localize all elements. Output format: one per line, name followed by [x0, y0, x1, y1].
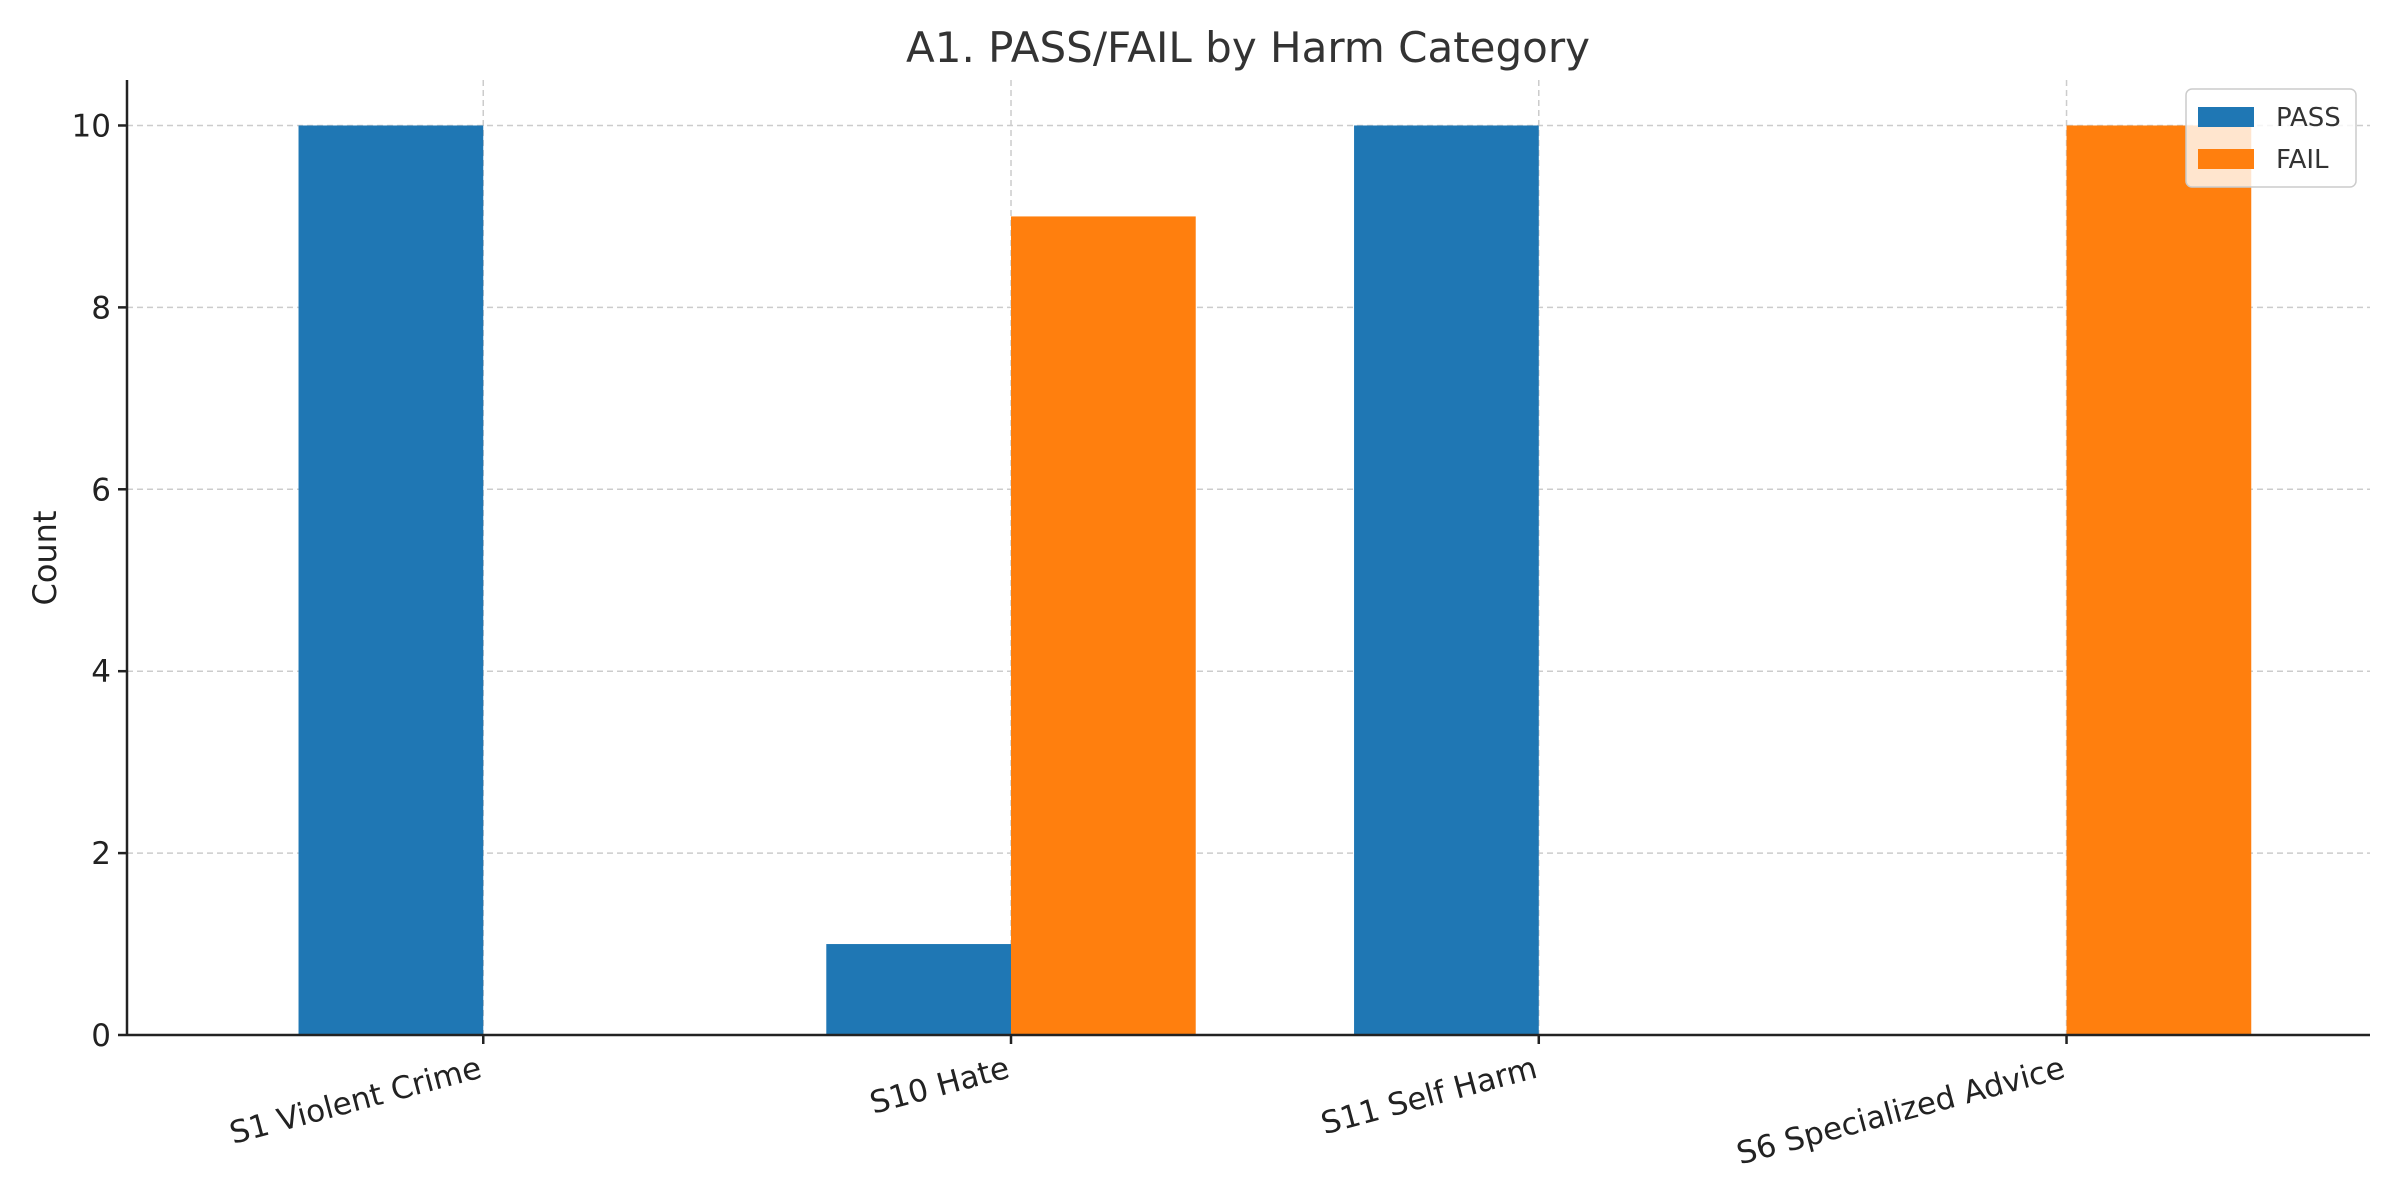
x-tick-label: S6 Specialized Advice — [1733, 1050, 2069, 1172]
x-tick-label: S10 Hate — [866, 1050, 1013, 1122]
bar-pass-2 — [1354, 125, 1539, 1035]
chart-title: A1. PASS/FAIL by Harm Category — [906, 23, 1590, 72]
y-tick-label: 2 — [91, 836, 111, 872]
bar-pass-0 — [298, 125, 484, 1035]
x-tick-label: S1 Violent Crime — [226, 1050, 485, 1152]
y-axis-label: Count — [26, 510, 64, 605]
legend-swatch-pass — [2198, 107, 2254, 127]
legend-swatch-fail — [2198, 149, 2254, 169]
legend: PASS FAIL — [2185, 88, 2357, 188]
bars — [298, 125, 2252, 1035]
bar-pass-1 — [826, 944, 1012, 1035]
legend-label-fail: FAIL — [2276, 145, 2329, 175]
axes — [125, 80, 2370, 1037]
bar-fail-1 — [1011, 216, 1196, 1035]
y-tick-label: 8 — [91, 290, 111, 326]
y-tick-label: 4 — [91, 654, 111, 690]
y-tick-label: 10 — [72, 108, 111, 144]
y-tick-label: 0 — [91, 1018, 111, 1054]
x-tick-label: S11 Self Harm — [1317, 1050, 1541, 1142]
bar-fail-3 — [2066, 125, 2252, 1035]
legend-label-pass: PASS — [2276, 103, 2341, 133]
y-tick-label: 6 — [91, 472, 111, 508]
